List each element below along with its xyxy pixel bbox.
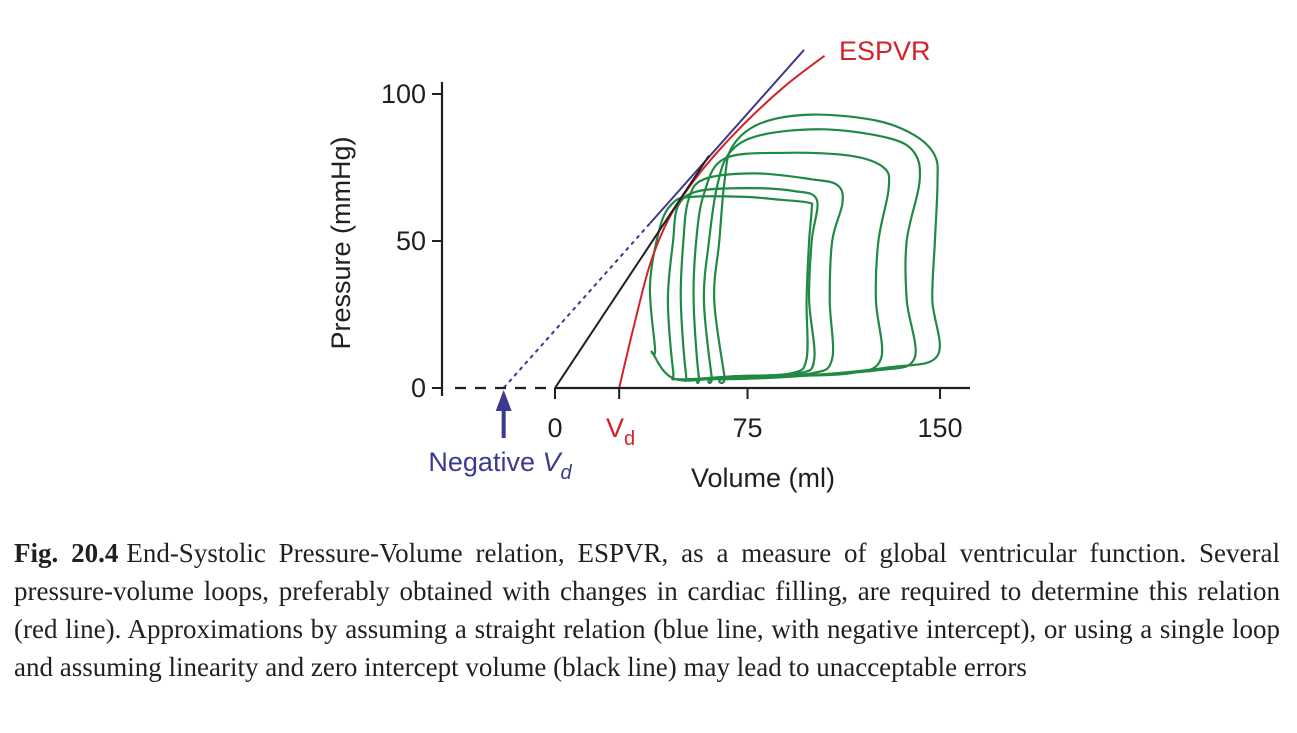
chart-labels: Pressure (mmHg) Volume (ml) ESPVR Vd Neg… [326, 36, 931, 493]
negative-vd-label: Negative Vd [428, 447, 572, 484]
zero-intercept-line [554, 155, 710, 389]
figure-label: Fig. 20.4 [14, 538, 119, 568]
chart-axes: 0 50 100 0 75 150 [381, 79, 970, 443]
linear-approximation-line [649, 49, 805, 225]
y-axis-title: Pressure (mmHg) [326, 136, 356, 349]
espvr-label: ESPVR [839, 36, 931, 66]
vd-label-subscript: d [624, 428, 635, 450]
pv-loop-2 [666, 187, 819, 381]
vd-label: Vd [606, 413, 635, 450]
espvr-chart: 0 50 100 0 75 150 Pressure (mmHg) Volume (ml)… [326, 36, 970, 493]
y-tick-label-0: 0 [411, 373, 426, 403]
relation-lines [502, 49, 826, 389]
x-tick-label-75: 75 [733, 413, 763, 443]
x-tick-label-0: 0 [547, 413, 562, 443]
negative-vd-prefix: Negative [428, 447, 542, 477]
negative-vd-subscript: d [560, 462, 572, 484]
linear-extrapolation-line [502, 222, 651, 389]
x-tick-label-150: 150 [918, 413, 963, 443]
pv-loop-5 [702, 128, 922, 385]
pressure-volume-loops [648, 113, 941, 385]
negative-vd-variable: V [542, 447, 563, 477]
vd-label-main: V [606, 413, 624, 443]
y-tick-label-50: 50 [396, 226, 426, 256]
y-tick-label-100: 100 [381, 79, 426, 109]
pv-loop-6 [712, 113, 941, 385]
figure-caption: Fig. 20.4 End-Systolic Pressure-Volume re… [14, 534, 1280, 686]
negative-vd-arrow-head [495, 390, 512, 411]
x-axis-title: Volume (ml) [691, 463, 835, 493]
caption-text: End-Systolic Pressure-Volume relation, E… [14, 538, 1280, 682]
